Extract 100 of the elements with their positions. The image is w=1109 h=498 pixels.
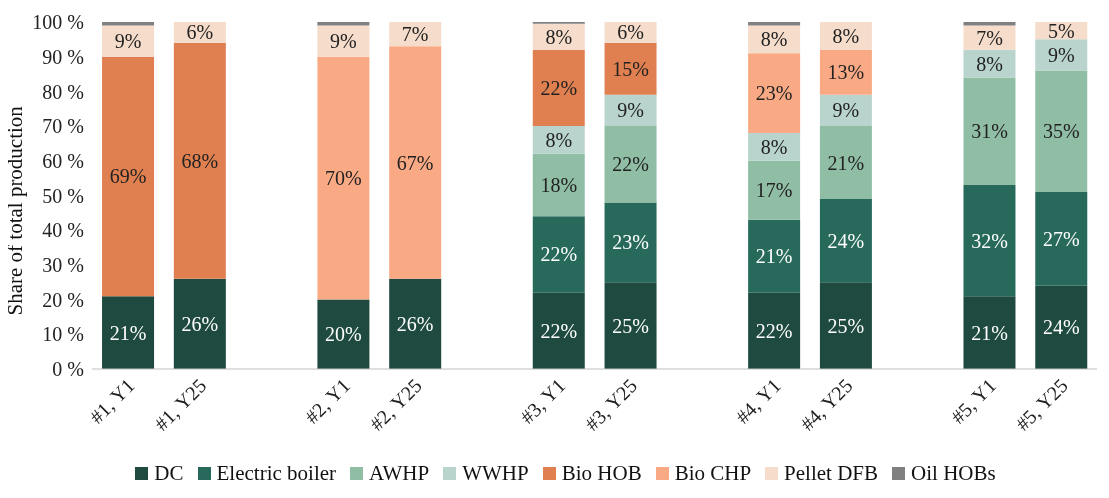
bar	[819, 126, 872, 199]
data-label: 8%	[545, 25, 573, 48]
bar	[604, 282, 657, 369]
bar	[604, 126, 657, 203]
bar	[317, 25, 370, 57]
data-label: 8%	[760, 28, 788, 51]
data-label: 22%	[540, 319, 578, 342]
bar	[963, 77, 1016, 186]
data-label: 24%	[1042, 316, 1080, 339]
data-label: 23%	[612, 231, 649, 254]
x-tick-label: #4, Y1	[731, 374, 785, 428]
bar	[1035, 285, 1088, 369]
x-tick-label: #3, Y1	[515, 374, 570, 428]
x-tick-label: #3, Y25	[580, 374, 642, 435]
bar	[963, 185, 1016, 297]
data-label: 27%	[1042, 227, 1080, 250]
x-tick-label: #4, Y25	[795, 374, 857, 435]
y-tick-label: 20 %	[42, 288, 84, 311]
data-label: 68%	[181, 149, 219, 172]
data-label: 22%	[540, 243, 578, 266]
y-tick-label: 10 %	[42, 323, 84, 346]
x-tick-label: #5, Y25	[1011, 374, 1072, 435]
y-tick-label: 80 %	[42, 80, 84, 103]
y-tick-label: 100 %	[32, 11, 84, 34]
bar	[819, 49, 872, 95]
data-label: 9%	[832, 99, 860, 122]
legend-label: Bio HOB	[560, 461, 642, 486]
data-label: 8%	[760, 135, 788, 158]
legend-label: AWHP	[368, 461, 430, 486]
bar	[317, 56, 370, 300]
data-label: 8%	[976, 52, 1003, 75]
legend-label: WWHP	[461, 461, 529, 486]
data-label: 8%	[545, 128, 573, 151]
data-label: 35%	[1042, 120, 1080, 143]
data-label: 7%	[976, 26, 1003, 49]
bar	[1035, 70, 1088, 193]
data-label: 21%	[971, 321, 1008, 344]
data-label: 7%	[401, 23, 429, 46]
data-label: 8%	[832, 24, 860, 47]
data-label: 21%	[755, 245, 793, 268]
data-label: 26%	[396, 312, 434, 335]
data-label: 67%	[396, 151, 434, 174]
y-tick-label: 90 %	[42, 45, 84, 68]
data-label: 22%	[755, 319, 793, 342]
data-label: 6%	[617, 21, 644, 44]
bar	[173, 278, 226, 369]
bar	[1035, 39, 1088, 71]
bar	[532, 49, 585, 127]
legend-label: Pellet DFB	[783, 461, 879, 486]
bar	[389, 46, 442, 279]
bar	[532, 216, 585, 293]
y-tick-label: 70 %	[42, 115, 84, 138]
legend-label: Oil HOBs	[910, 461, 996, 486]
data-label: 31%	[971, 120, 1008, 143]
data-label: 6%	[186, 21, 214, 44]
bar	[748, 160, 801, 220]
bar	[173, 42, 226, 279]
bar	[748, 219, 801, 293]
data-label: 9%	[617, 99, 644, 122]
data-label: 22%	[612, 153, 649, 176]
data-label: 25%	[827, 314, 865, 337]
x-tick-label: #5, Y1	[946, 374, 1001, 428]
bar	[102, 56, 155, 297]
bar	[1035, 192, 1088, 286]
legend-label: Electric boiler	[215, 461, 337, 486]
data-label: 13%	[827, 61, 865, 84]
bar	[748, 53, 801, 134]
bar	[604, 202, 657, 283]
bar	[819, 282, 872, 369]
data-label: 70%	[325, 167, 362, 190]
y-tick-label: 0 %	[52, 358, 84, 381]
bar	[532, 153, 585, 217]
bar	[748, 292, 801, 369]
y-tick-label: 50 %	[42, 184, 84, 207]
bar	[604, 42, 657, 95]
x-tick-label: #2, Y1	[300, 374, 355, 428]
x-tick-label: #1, Y1	[85, 374, 139, 428]
data-label: 17%	[755, 179, 793, 202]
data-label: 9%	[1047, 43, 1075, 66]
legend-label: Bio CHP	[673, 461, 752, 486]
data-label: 21%	[109, 321, 147, 344]
data-label: 23%	[755, 82, 793, 105]
data-label: 69%	[109, 165, 147, 188]
data-label: 18%	[540, 174, 578, 197]
data-label: 26%	[181, 312, 219, 335]
data-label: 5%	[1047, 19, 1075, 42]
bar	[102, 296, 155, 369]
data-label: 24%	[827, 229, 865, 252]
bar	[389, 278, 442, 369]
y-axis-title: Share of total production	[3, 105, 28, 316]
bar	[819, 198, 872, 283]
data-label: 15%	[612, 57, 649, 80]
legend-label: DC	[153, 461, 184, 486]
y-tick-label: 30 %	[42, 254, 84, 276]
bar	[963, 296, 1016, 369]
data-label: 25%	[612, 314, 649, 337]
data-label: 21%	[827, 151, 865, 174]
x-tick-label: #2, Y25	[365, 374, 426, 435]
data-label: 9%	[114, 30, 142, 53]
data-label: 22%	[540, 76, 578, 99]
